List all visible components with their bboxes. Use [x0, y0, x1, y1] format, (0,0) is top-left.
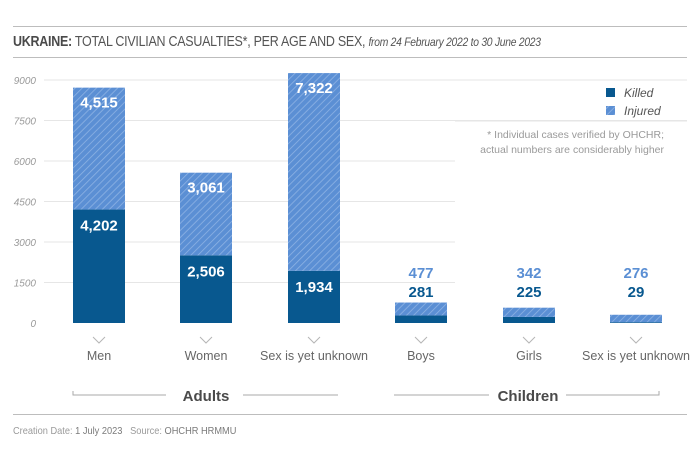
label-killed: 281 [408, 284, 433, 301]
label-injured: 4,515 [80, 95, 118, 112]
bar-killed [288, 270, 340, 323]
title-bottom-rule [13, 57, 687, 58]
creation-label: Creation Date: [13, 425, 73, 437]
chevron-down-icon [414, 336, 428, 344]
chevron-down-icon [307, 336, 321, 344]
grid-lines [44, 79, 687, 283]
label-injured: 3,061 [187, 180, 225, 197]
bar-killed [395, 315, 447, 323]
label-killed: 29 [628, 284, 645, 301]
data-labels: 4,202 4,515 2,506 3,061 1,934 7,322 477 281 342 2… [80, 80, 648, 301]
group-children: Children [394, 388, 660, 405]
title-country: UKRAINE: [13, 34, 72, 50]
bar-killed [503, 316, 555, 323]
group-label-adults: Adults [183, 388, 230, 405]
x-category-label: Men [87, 349, 111, 363]
title-period: from 24 February 2022 to 30 June 2023 [368, 35, 541, 49]
footer-rule [13, 414, 687, 415]
x-category-label: Women [185, 349, 228, 363]
label-killed: 1,934 [295, 279, 333, 296]
chart-title: UKRAINE: TOTAL CIVILIAN CASUALTIES*, PER… [13, 34, 541, 50]
chart-area: 0 1500 3000 4500 6000 7500 9000 4,202 4,515 2,50… [14, 73, 690, 405]
chevron-down-icon [199, 336, 213, 344]
adults-bracket-left [72, 391, 166, 396]
creation-value: 1 July 2023 [75, 425, 123, 437]
legend-swatch-killed [606, 88, 615, 97]
group-label-children: Children [498, 388, 559, 405]
bars [73, 73, 662, 323]
y-tick-label: 3000 [14, 238, 37, 249]
bar-stack [503, 307, 555, 323]
y-tick-label: 0 [30, 319, 36, 330]
x-category-label: Sex is yet unknown [260, 349, 368, 363]
x-category-label: Sex is yet unknown [582, 349, 690, 363]
bar-killed [180, 255, 232, 323]
x-category-label: Boys [407, 349, 435, 363]
title-top-rule [13, 26, 687, 27]
bar-killed [73, 209, 125, 323]
bar-injured [395, 302, 447, 316]
bar-injured [180, 172, 232, 256]
bar-injured [288, 73, 340, 271]
chevron-down-icon [629, 336, 643, 344]
label-killed: 225 [516, 284, 541, 301]
legend-label-killed: Killed [624, 86, 654, 100]
y-tick-label: 4500 [14, 198, 37, 209]
y-tick-label: 1500 [14, 279, 37, 290]
bar-injured [610, 314, 662, 323]
bar-stack [610, 314, 662, 323]
y-tick-label: 6000 [14, 157, 37, 168]
chevron-down-icon [92, 336, 106, 344]
y-tick-label: 9000 [14, 76, 37, 87]
bar-killed [610, 322, 662, 323]
legend-swatch-injured [606, 106, 615, 115]
label-injured: 477 [408, 265, 433, 282]
source-label: Source: [130, 425, 162, 437]
legend: Killed Injured [606, 86, 661, 118]
bar-stack [180, 172, 232, 323]
label-injured: 7,322 [295, 80, 333, 97]
label-killed: 4,202 [80, 218, 118, 235]
group-adults: Adults [72, 388, 338, 405]
label-injured: 342 [516, 265, 541, 282]
title-main: TOTAL CIVILIAN CASUALTIES*, PER AGE AND … [74, 34, 366, 50]
label-killed: 2,506 [187, 263, 225, 280]
bar-stack [395, 302, 447, 323]
bar-stack [73, 87, 125, 323]
x-category-label: Girls [516, 349, 542, 363]
footnote-line2: actual numbers are considerably higher [480, 144, 664, 156]
bar-injured [503, 307, 555, 317]
bar-injured [73, 87, 125, 210]
chevron-down-icon [522, 336, 536, 344]
source-value: OHCHR HRMMU [164, 425, 237, 437]
children-bracket-right [566, 391, 660, 396]
label-injured: 276 [623, 265, 648, 282]
y-axis-ticks: 0 1500 3000 4500 6000 7500 9000 [14, 76, 37, 330]
footer: Creation Date: 1 July 2023 Source: OHCHR… [13, 425, 236, 437]
y-tick-label: 7500 [14, 117, 37, 128]
legend-label-injured: Injured [624, 104, 661, 118]
x-axis-categories: Men Women Sex is yet unknown Boys Girls Sex i… [87, 336, 690, 363]
footnote-line1: * Individual cases verified by OHCHR; [487, 129, 664, 141]
bar-stack [288, 73, 340, 323]
